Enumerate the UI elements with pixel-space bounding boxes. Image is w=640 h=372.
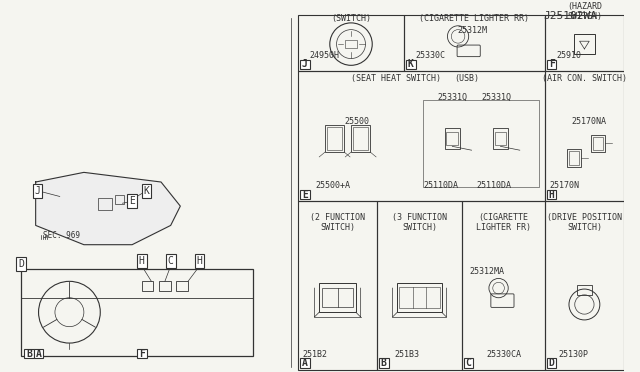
Text: (DRIVE POSITION
SWITCH): (DRIVE POSITION SWITCH) <box>547 213 622 232</box>
Text: F: F <box>548 60 554 69</box>
Text: 25130P: 25130P <box>558 350 588 359</box>
Bar <box>399 287 440 308</box>
Bar <box>298 15 404 71</box>
Bar <box>327 127 342 150</box>
Bar <box>21 269 253 356</box>
Bar <box>177 281 188 291</box>
Text: 25500: 25500 <box>344 117 369 126</box>
Text: B: B <box>26 349 32 359</box>
Text: 25110DA: 25110DA <box>423 181 458 190</box>
Text: H: H <box>548 190 554 199</box>
Text: (2 FUNCTION
SWITCH): (2 FUNCTION SWITCH) <box>310 213 365 232</box>
Bar <box>577 285 592 295</box>
Text: E: E <box>129 196 135 206</box>
Text: J: J <box>35 186 40 196</box>
Bar <box>345 40 357 48</box>
Bar <box>574 35 595 54</box>
Bar <box>406 60 415 69</box>
Bar <box>567 149 580 167</box>
Text: 25500+A: 25500+A <box>316 181 350 190</box>
Bar <box>300 60 310 69</box>
Text: (USB): (USB) <box>454 74 479 83</box>
Text: 25331Q: 25331Q <box>481 93 511 102</box>
Text: J: J <box>302 60 308 69</box>
Text: (HAZARD
SWITCH): (HAZARD SWITCH) <box>567 1 602 21</box>
Bar <box>353 127 369 150</box>
Bar <box>141 281 154 291</box>
Bar <box>300 359 310 368</box>
Text: H: H <box>196 256 202 266</box>
Bar <box>447 132 458 145</box>
Text: 25170NA: 25170NA <box>572 117 607 126</box>
Bar <box>379 359 388 368</box>
Text: C: C <box>168 256 173 266</box>
Bar <box>495 132 506 145</box>
Bar <box>325 125 344 152</box>
Text: 25330CA: 25330CA <box>486 350 521 359</box>
Text: H: H <box>139 256 145 266</box>
Bar <box>319 283 356 312</box>
Text: 25910: 25910 <box>556 51 581 60</box>
Bar <box>404 15 545 71</box>
Text: (3 FUNCTION
SWITCH): (3 FUNCTION SWITCH) <box>392 213 447 232</box>
Text: A: A <box>36 349 42 359</box>
Bar <box>137 349 147 359</box>
Text: 24950H: 24950H <box>310 51 340 60</box>
Bar <box>493 128 508 149</box>
Text: K: K <box>408 60 413 69</box>
Text: 25312M: 25312M <box>457 26 487 35</box>
Bar <box>34 349 44 359</box>
Bar <box>300 190 310 199</box>
Text: A: A <box>302 358 308 368</box>
Text: (SEAT HEAT SWITCH): (SEAT HEAT SWITCH) <box>351 74 441 83</box>
Text: 25110DA: 25110DA <box>476 181 511 190</box>
Bar <box>547 359 556 368</box>
Bar <box>591 135 605 152</box>
Bar <box>547 60 556 69</box>
Bar <box>545 15 624 71</box>
Text: (SWITCH): (SWITCH) <box>331 14 371 23</box>
Bar <box>322 288 353 307</box>
Text: (AIR CON. SWITCH): (AIR CON. SWITCH) <box>542 74 627 83</box>
Text: D: D <box>19 259 24 269</box>
Bar <box>464 359 474 368</box>
Text: 25330C: 25330C <box>415 51 445 60</box>
Text: (CIGARETTE LIGHTER RR): (CIGARETTE LIGHTER RR) <box>419 14 529 23</box>
Bar <box>351 125 371 152</box>
Bar <box>545 201 624 370</box>
Text: SEC. 969: SEC. 969 <box>44 231 81 240</box>
Bar <box>24 349 34 359</box>
Polygon shape <box>36 172 180 245</box>
Text: B: B <box>381 358 387 368</box>
Bar <box>115 195 124 204</box>
Bar <box>99 198 112 210</box>
Text: J25102WA: J25102WA <box>543 11 597 21</box>
Bar <box>159 281 171 291</box>
Text: C: C <box>466 358 472 368</box>
Text: 251B3: 251B3 <box>394 350 419 359</box>
Bar <box>545 71 624 201</box>
Bar <box>569 151 579 165</box>
Text: E: E <box>302 190 308 199</box>
Text: D: D <box>548 358 554 368</box>
Bar <box>547 190 556 199</box>
Text: 25170N: 25170N <box>550 181 580 190</box>
Bar <box>298 201 377 370</box>
Bar <box>377 201 462 370</box>
Text: (CIGARETTE
LIGHTER FR): (CIGARETTE LIGHTER FR) <box>476 213 531 232</box>
Bar <box>593 137 603 150</box>
Text: K: K <box>143 186 150 196</box>
Bar <box>298 71 545 201</box>
Text: 251B2: 251B2 <box>303 350 328 359</box>
Bar <box>397 283 442 312</box>
Text: F: F <box>139 349 145 359</box>
Text: 25331Q: 25331Q <box>438 93 468 102</box>
Text: 25312MA: 25312MA <box>470 267 505 276</box>
Bar <box>423 100 539 187</box>
Bar <box>445 128 460 149</box>
Bar <box>462 201 545 370</box>
